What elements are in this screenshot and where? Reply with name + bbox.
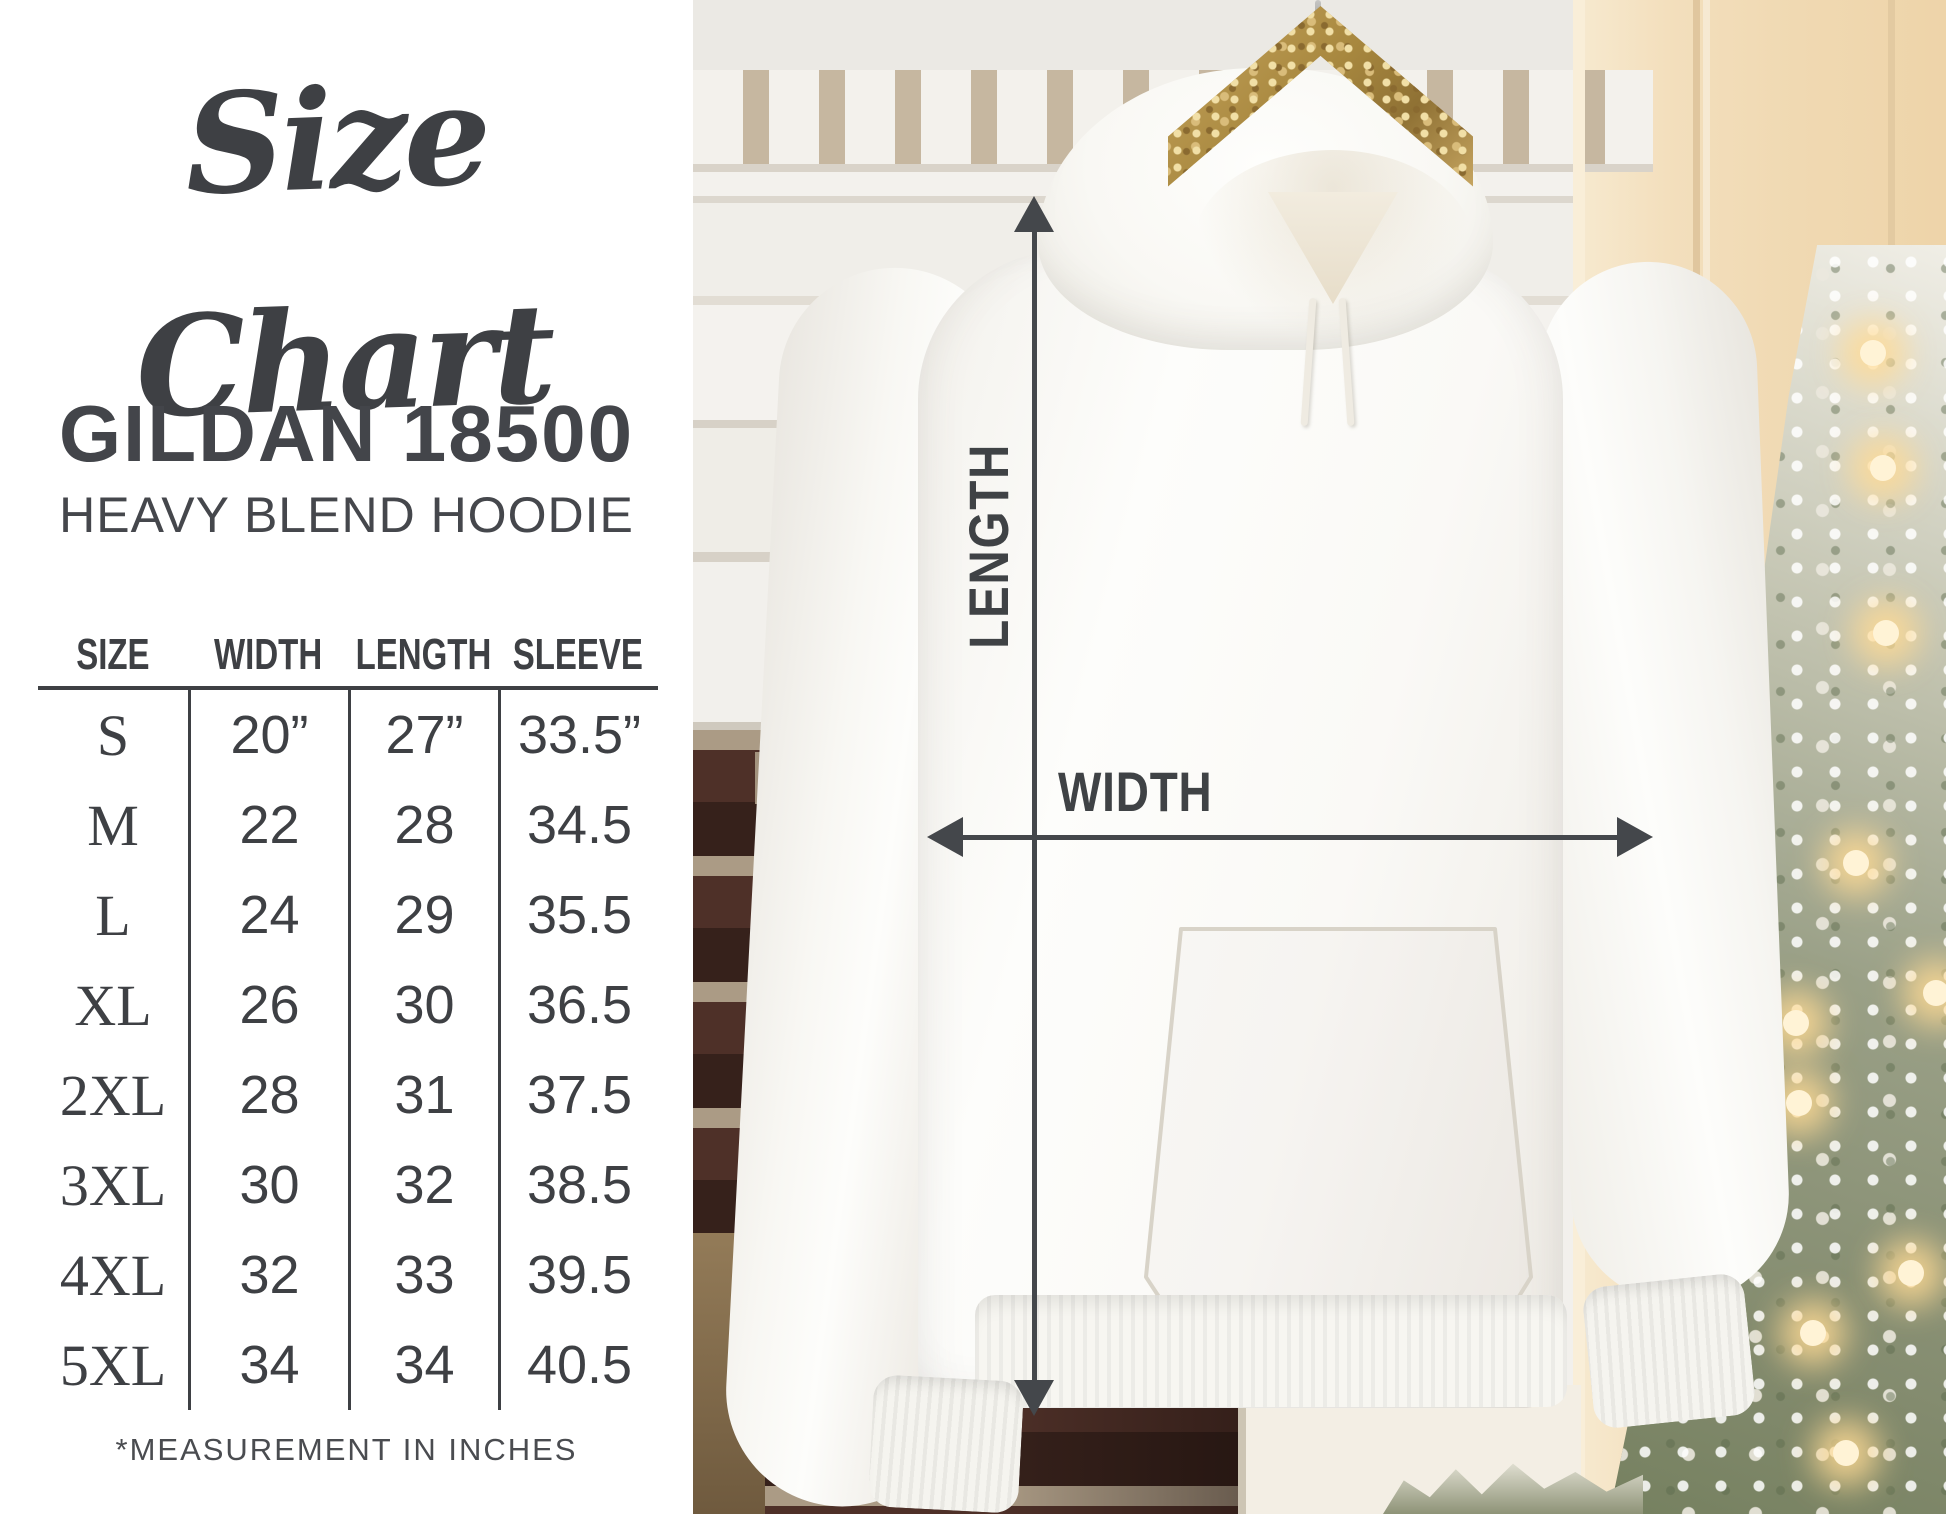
width-arrow-left-head bbox=[927, 817, 963, 857]
length-cell: 32 bbox=[348, 1140, 498, 1230]
size-table-body: S 20” 27” 33.5” M 22 28 34.5 L 24 29 35.… bbox=[38, 690, 658, 1410]
hoodie-right-cuff bbox=[1581, 1271, 1757, 1431]
sleeve-cell: 34.5 bbox=[498, 780, 658, 870]
width-cell: 22 bbox=[188, 780, 348, 870]
length-cell: 28 bbox=[348, 780, 498, 870]
sleeve-cell: 35.5 bbox=[498, 870, 658, 960]
column-header-width-label: WIDTH bbox=[213, 630, 323, 679]
sleeve-cell: 33.5” bbox=[498, 690, 658, 780]
length-measure-label: LENGTH bbox=[957, 406, 1020, 686]
sleeve-cell: 38.5 bbox=[498, 1140, 658, 1230]
column-header-sleeve-label: SLEEVE bbox=[512, 630, 644, 679]
length-cell: 34 bbox=[348, 1320, 498, 1410]
width-arrow-line bbox=[957, 835, 1623, 840]
width-cell: 26 bbox=[188, 960, 348, 1050]
length-arrow-down-head bbox=[1014, 1380, 1054, 1416]
column-header-length-label: LENGTH bbox=[355, 630, 491, 679]
hoodie-right-sleeve bbox=[1535, 257, 1793, 1308]
tree-light bbox=[1833, 1440, 1859, 1466]
length-arrow-up-head bbox=[1014, 196, 1054, 232]
size-cell: L bbox=[95, 882, 131, 948]
sleeve-cell: 40.5 bbox=[498, 1320, 658, 1410]
width-cell: 24 bbox=[188, 870, 348, 960]
size-cell: 2XL bbox=[59, 1062, 167, 1128]
column-header-sleeve: SLEEVE bbox=[498, 616, 658, 686]
size-cell: M bbox=[87, 792, 139, 858]
length-measure-label-text: LENGTH bbox=[956, 443, 1020, 649]
sleeve-cell: 37.5 bbox=[498, 1050, 658, 1140]
width-cell: 30 bbox=[188, 1140, 348, 1230]
width-cell: 34 bbox=[188, 1320, 348, 1410]
tree-light bbox=[1860, 340, 1886, 366]
size-table-header: SIZE WIDTH LENGTH SLEEVE bbox=[38, 616, 658, 690]
size-cell: 3XL bbox=[59, 1152, 167, 1218]
size-cell: 5XL bbox=[59, 1332, 167, 1398]
size-cell: 4XL bbox=[59, 1242, 167, 1308]
measurement-footnote: *MEASUREMENT IN INCHES bbox=[115, 1432, 578, 1467]
kangaroo-pocket bbox=[1144, 927, 1533, 1308]
column-header-size: SIZE bbox=[38, 616, 188, 686]
size-table: SIZE WIDTH LENGTH SLEEVE S 20” 27” 33.5”… bbox=[38, 616, 658, 1410]
hoodie-left-cuff bbox=[867, 1374, 1025, 1514]
length-cell: 30 bbox=[348, 960, 498, 1050]
tree-light bbox=[1873, 620, 1899, 646]
length-cell: 27” bbox=[348, 690, 498, 780]
tree-light bbox=[1786, 1090, 1812, 1116]
tree-light bbox=[1800, 1320, 1826, 1346]
product-name: GILDAN 18500 bbox=[58, 389, 635, 478]
hoodie-body bbox=[918, 250, 1563, 1408]
width-measure-label-text: WIDTH bbox=[1057, 759, 1213, 823]
size-cell: S bbox=[96, 702, 130, 768]
width-measure-label: WIDTH bbox=[1055, 760, 1215, 823]
width-cell: 32 bbox=[188, 1230, 348, 1320]
info-panel: Size Chart GILDAN 18500 HEAVY BLEND HOOD… bbox=[0, 0, 693, 1514]
length-arrow-line bbox=[1032, 224, 1037, 1386]
width-cell: 20” bbox=[188, 690, 348, 780]
column-header-length: LENGTH bbox=[348, 616, 498, 686]
tree-light bbox=[1898, 1260, 1924, 1286]
column-header-width: WIDTH bbox=[188, 616, 348, 686]
product-subtitle: HEAVY BLEND HOODIE bbox=[59, 487, 634, 543]
length-cell: 31 bbox=[348, 1050, 498, 1140]
width-arrow-right-head bbox=[1617, 817, 1653, 857]
product-photo: LENGTH WIDTH bbox=[693, 0, 1946, 1514]
width-cell: 28 bbox=[188, 1050, 348, 1140]
wall-above-mantel bbox=[693, 0, 1653, 74]
column-header-size-label: SIZE bbox=[76, 630, 150, 679]
sleeve-cell: 39.5 bbox=[498, 1230, 658, 1320]
hoodie-hem-ribbing bbox=[975, 1295, 1567, 1407]
size-cell: XL bbox=[74, 972, 152, 1038]
length-cell: 33 bbox=[348, 1230, 498, 1320]
tree-light bbox=[1783, 1010, 1809, 1036]
length-cell: 29 bbox=[348, 870, 498, 960]
tree-light bbox=[1843, 850, 1869, 876]
sleeve-cell: 36.5 bbox=[498, 960, 658, 1050]
tree-light bbox=[1870, 455, 1896, 481]
tree-light bbox=[1923, 980, 1946, 1006]
